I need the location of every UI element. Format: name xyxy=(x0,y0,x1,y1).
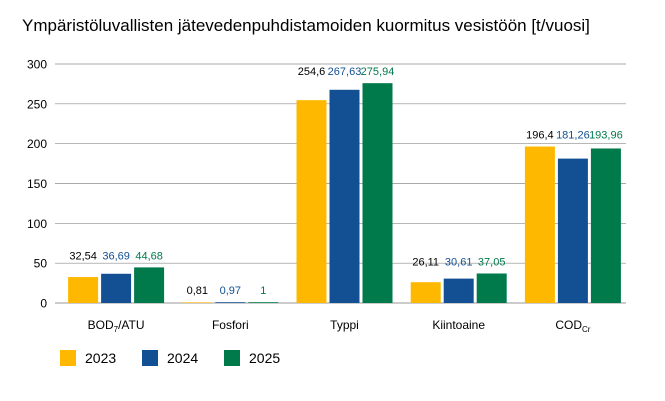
data-label: 37,05 xyxy=(478,256,506,268)
data-label: 44,68 xyxy=(135,250,163,262)
data-label: 254,6 xyxy=(298,66,326,78)
bar-2023 xyxy=(524,146,555,303)
bars xyxy=(68,83,621,303)
legend-item-2024: 2024 xyxy=(142,350,224,366)
x-axis-labels: BOD7/ATU Fosfori Typpi Kiintoaine CODCr xyxy=(88,318,591,334)
bar-2023 xyxy=(410,282,441,303)
bar-2024 xyxy=(215,302,246,303)
data-label: 36,69 xyxy=(102,250,130,262)
bar-2024 xyxy=(329,89,360,303)
data-label: 26,11 xyxy=(412,256,439,268)
bar-2024 xyxy=(443,278,474,303)
legend-label: 2024 xyxy=(167,350,199,366)
legend: 2023 2024 2025 xyxy=(60,350,306,366)
x-tick-label: Typpi xyxy=(330,318,359,332)
legend-label: 2023 xyxy=(85,350,117,366)
data-label: 0,97 xyxy=(220,285,241,297)
x-tick-label: BOD7/ATU xyxy=(88,318,145,334)
data-label: 32,54 xyxy=(69,250,97,262)
data-label: 275,94 xyxy=(361,66,395,78)
y-tick-label: 300 xyxy=(27,58,47,72)
bar-2025 xyxy=(248,302,279,303)
y-axis-ticks: 0 50 100 150 200 250 300 xyxy=(27,58,47,311)
y-tick-label: 250 xyxy=(27,97,47,111)
bar-2025 xyxy=(362,83,393,303)
bar-2024 xyxy=(557,158,588,303)
y-tick-label: 200 xyxy=(27,137,47,151)
x-tick-label: Fosfori xyxy=(212,318,249,332)
y-tick-label: 150 xyxy=(27,177,47,191)
data-label: 193,96 xyxy=(589,130,623,142)
y-tick-label: 0 xyxy=(40,297,47,311)
bar-2025 xyxy=(476,273,507,303)
bar-2025 xyxy=(590,148,621,303)
data-label: 181,26 xyxy=(556,130,590,142)
data-label: 196,4 xyxy=(526,130,554,142)
legend-swatch xyxy=(60,350,76,366)
data-label: 1 xyxy=(260,285,266,297)
legend-swatch xyxy=(224,350,240,366)
bar-2024 xyxy=(101,273,132,303)
x-tick-label: Kiintoaine xyxy=(432,318,485,332)
data-labels: 32,54 36,69 44,68 0,81 0,97 1 254,6 267,63 275,9… xyxy=(69,66,622,297)
legend-swatch xyxy=(142,350,158,366)
bar-2023 xyxy=(68,277,99,303)
bar-2023 xyxy=(296,100,327,303)
chart-title: Ympäristöluvallisten jätevedenpuhdistamo… xyxy=(22,16,590,35)
data-label: 0,81 xyxy=(187,285,208,297)
legend-item-2025: 2025 xyxy=(224,350,306,366)
bar-2025 xyxy=(134,267,165,303)
legend-label: 2025 xyxy=(249,350,281,366)
x-tick-label: CODCr xyxy=(555,318,590,334)
y-tick-label: 100 xyxy=(27,217,47,231)
y-tick-label: 50 xyxy=(34,257,48,271)
bar-2023 xyxy=(182,302,213,303)
data-label: 267,63 xyxy=(328,66,362,78)
data-label: 30,61 xyxy=(445,256,473,268)
legend-item-2023: 2023 xyxy=(60,350,142,366)
